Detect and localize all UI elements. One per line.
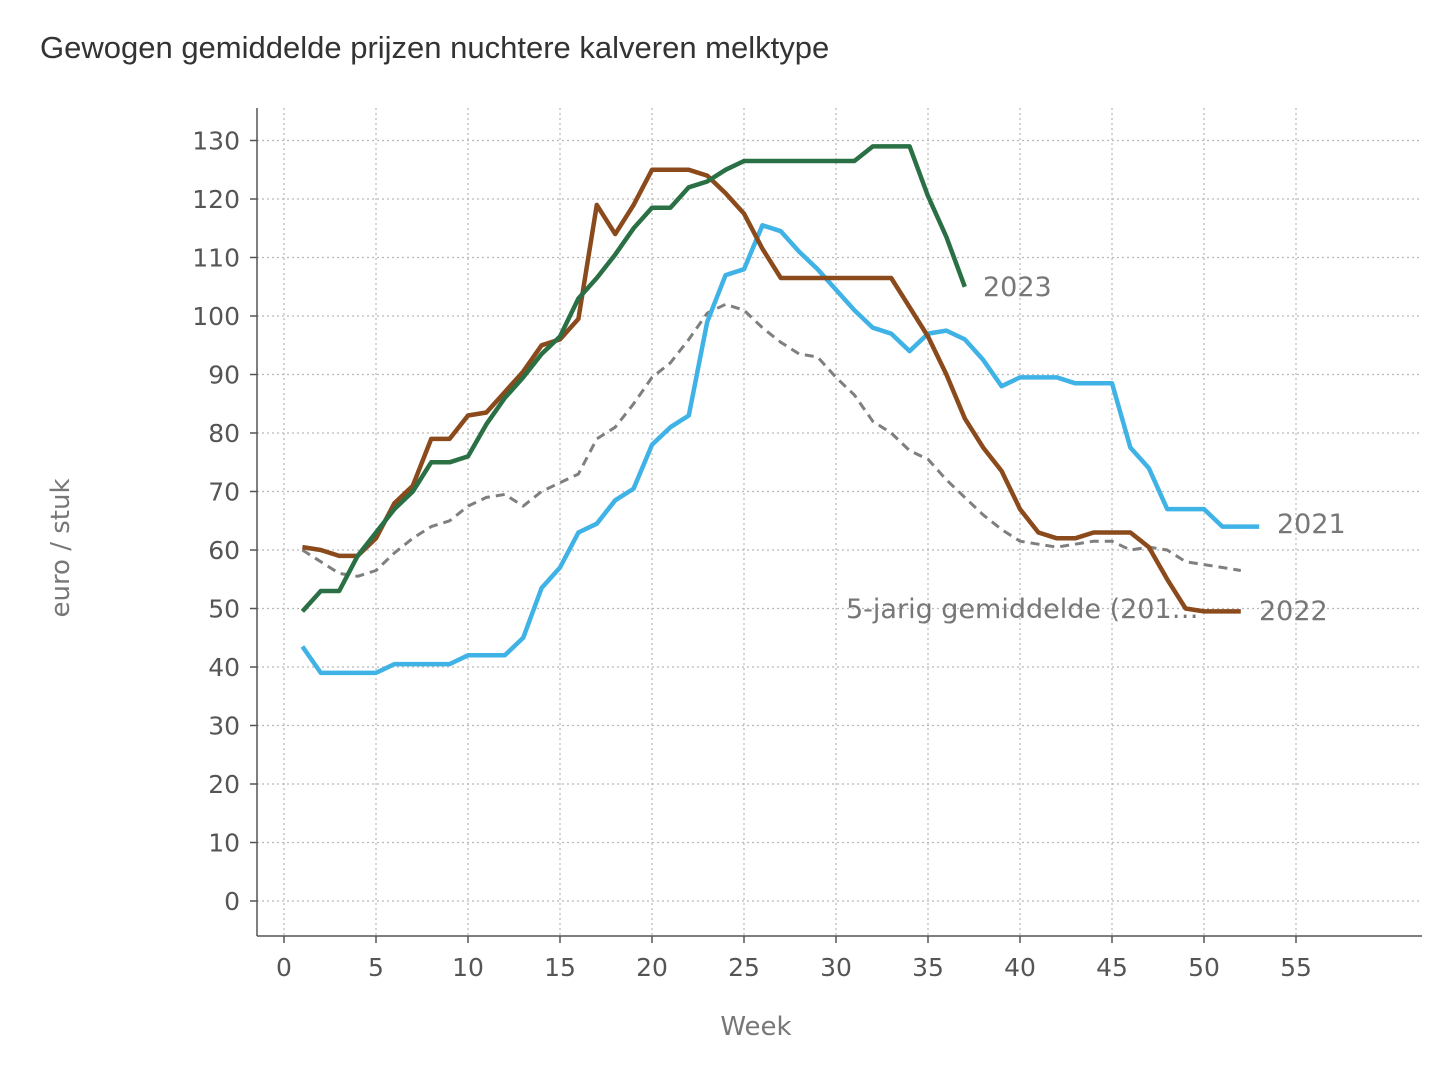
series-labels: 5-jarig gemiddelde (201… 2021 2022 2023 xyxy=(846,272,1346,627)
x-tick-label: 25 xyxy=(728,953,760,982)
y-tick-label: 50 xyxy=(208,595,240,624)
x-tick-label: 45 xyxy=(1096,953,1128,982)
series-label-2023: 2023 xyxy=(983,272,1052,303)
x-axis-title: Week xyxy=(720,1012,791,1042)
axes xyxy=(256,108,1422,937)
y-axis-title: euro / stuk xyxy=(46,478,76,617)
x-tick-label: 10 xyxy=(452,953,484,982)
y-tick-label: 120 xyxy=(192,185,240,214)
y-tick-label: 60 xyxy=(208,536,240,565)
y-tick-label: 10 xyxy=(208,829,240,858)
grid-lines xyxy=(257,108,1422,936)
chart-title: Gewogen gemiddelde prijzen nuchtere kalv… xyxy=(40,30,830,65)
series-label-2021: 2021 xyxy=(1277,509,1346,540)
y-tick-label: 40 xyxy=(208,653,240,682)
y-tick-label: 130 xyxy=(192,127,240,156)
x-tick-label: 0 xyxy=(276,953,292,982)
x-tick-label: 30 xyxy=(820,953,852,982)
series-line-2022 xyxy=(302,167,1241,614)
y-tick-label: 30 xyxy=(208,712,240,741)
series-lines xyxy=(300,144,1260,676)
y-tick-label: 80 xyxy=(208,419,240,448)
y-tick-label: 90 xyxy=(208,361,240,390)
y-tick-label: 20 xyxy=(208,770,240,799)
y-tick-label: 100 xyxy=(192,302,240,331)
y-tick-label: 0 xyxy=(224,887,240,916)
series-label-2022: 2022 xyxy=(1259,596,1328,627)
x-tick-label: 20 xyxy=(636,953,668,982)
x-tick-label: 15 xyxy=(544,953,576,982)
series-line-2021 xyxy=(300,223,1260,676)
series-line-5yr-average xyxy=(301,302,1242,578)
series-line-2023 xyxy=(300,144,967,613)
x-tick-label: 40 xyxy=(1004,953,1036,982)
x-tick-label: 5 xyxy=(368,953,384,982)
x-tick-label: 35 xyxy=(912,953,944,982)
x-tick-label: 55 xyxy=(1280,953,1312,982)
x-tick-label: 50 xyxy=(1188,953,1220,982)
y-tick-label: 70 xyxy=(208,478,240,507)
y-tick-label: 110 xyxy=(192,244,240,273)
series-label-5yr-average: 5-jarig gemiddelde (201… xyxy=(846,594,1199,625)
